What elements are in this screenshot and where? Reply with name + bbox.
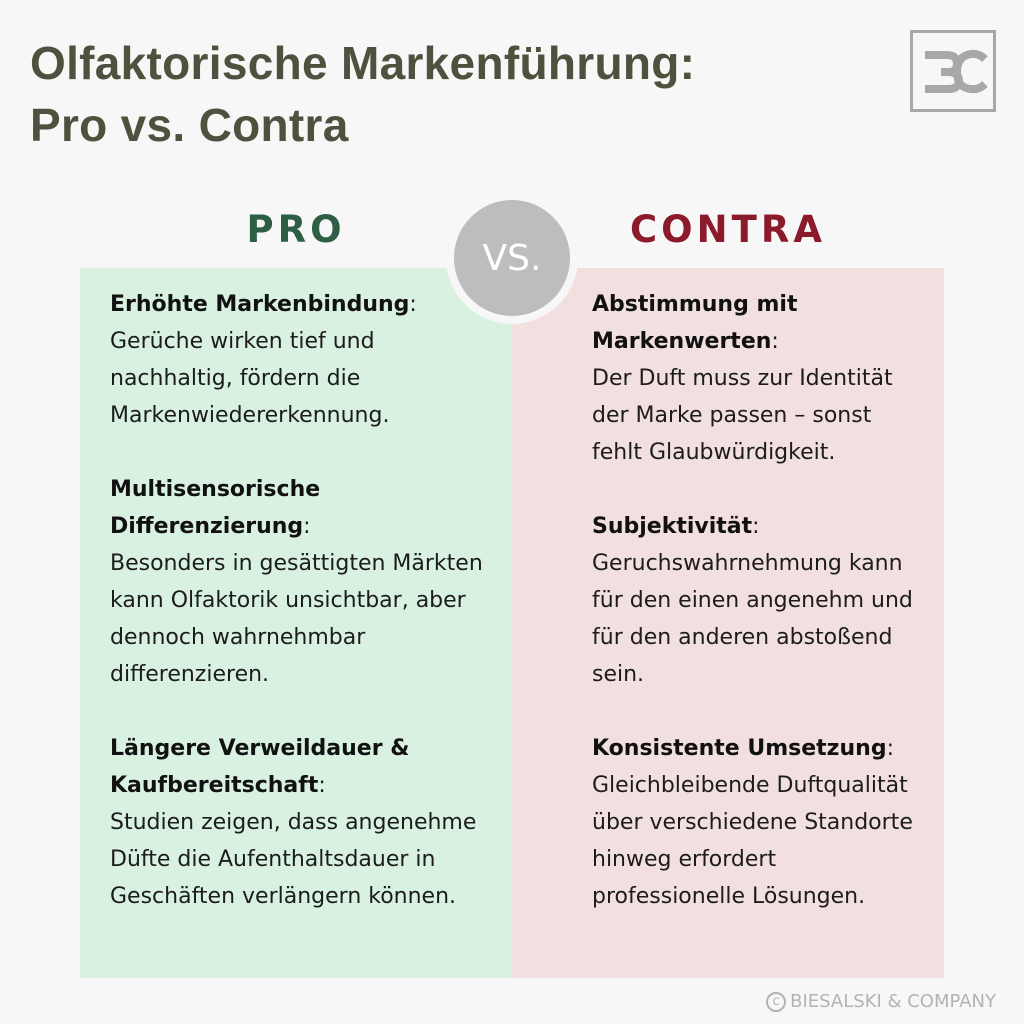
- biesalski-company-logo-icon: [910, 30, 996, 112]
- pro-item-text: Gerüche wirken tief und nachhaltig, förd…: [110, 329, 390, 428]
- pro-item-heading: Multisensorische Differenzierung: [110, 477, 321, 539]
- contra-item: Subjektivität: Geruchswahrnehmung kann f…: [592, 514, 913, 687]
- contra-item-text: Gleichbleibende Duftqualität über versch…: [592, 773, 913, 909]
- pro-heading: PRO: [246, 208, 346, 251]
- pro-item: Multisensorische Differenzierung: Besond…: [110, 477, 483, 687]
- copyright-icon: c: [766, 991, 787, 1012]
- contra-item-text: Der Duft muss zur Identität der Marke pa…: [592, 366, 893, 465]
- pro-item: Längere Verweildauer & Kaufbereitschaft:…: [110, 736, 477, 909]
- bc-logo-graphic: [925, 49, 988, 94]
- vs-badge: VS.: [446, 192, 578, 324]
- page-title: Olfaktorische Markenführung: Pro vs. Con…: [30, 32, 890, 156]
- contra-item-heading: Konsistente Umsetzung: [592, 736, 887, 761]
- title-line-1: Olfaktorische Markenführung:: [30, 37, 696, 89]
- contra-item-heading: Abstimmung mit Markenwerten: [592, 292, 798, 354]
- contra-item: Abstimmung mit Markenwerten: Der Duft mu…: [592, 292, 893, 465]
- pro-item-text: Besonders in gesättigten Märkten kann Ol…: [110, 551, 483, 687]
- copyright-footer: c BIESALSKI & COMPANY: [766, 991, 996, 1012]
- pro-item-text: Studien zeigen, dass angenehme Düfte die…: [110, 810, 477, 909]
- pro-panel: Erhöhte Markenbindung: Gerüche wirken ti…: [80, 268, 512, 978]
- contra-panel: Abstimmung mit Markenwerten: Der Duft mu…: [512, 268, 944, 978]
- title-line-2: Pro vs. Contra: [30, 99, 349, 151]
- pro-item: Erhöhte Markenbindung: Gerüche wirken ti…: [110, 292, 417, 428]
- pro-item-heading: Erhöhte Markenbindung: [110, 292, 410, 317]
- vs-label: VS.: [454, 200, 570, 316]
- contra-item-heading: Subjektivität: [592, 514, 753, 539]
- contra-heading: CONTRA: [630, 208, 826, 251]
- copyright-text: BIESALSKI & COMPANY: [790, 991, 996, 1012]
- contra-item-text: Geruchswahrnehmung kann für den einen an…: [592, 551, 913, 687]
- contra-item: Konsistente Umsetzung: Gleichbleibende D…: [592, 736, 913, 909]
- pro-item-heading: Längere Verweildauer & Kaufbereitschaft: [110, 736, 410, 798]
